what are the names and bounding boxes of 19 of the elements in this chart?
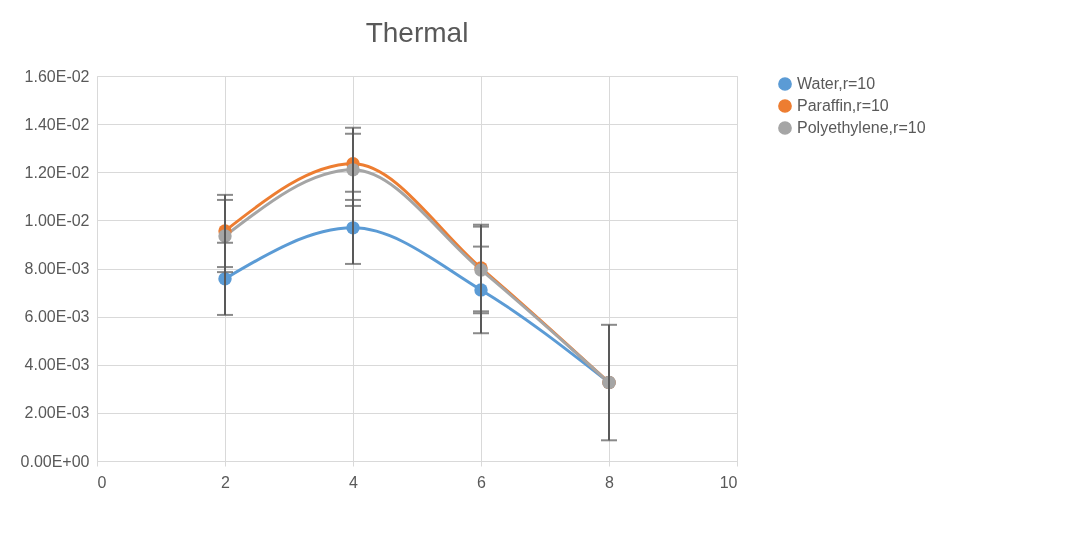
x-tick-label: 8 [605,473,615,491]
y-tick-label: 6.00E-03 [24,308,90,326]
x-tick-label: 2 [221,473,231,491]
y-tick-label: 2.00E-03 [24,404,90,422]
y-tick-label: 1.00E-02 [24,211,90,229]
legend-label: Polyethylene,r=10 [797,119,926,136]
legend-label: Water,r=10 [797,75,876,92]
y-tick-label: 8.00E-03 [24,260,90,277]
x-tick-label: 0 [97,473,107,491]
y-tick-label: 1.40E-02 [24,115,90,133]
x-tick-label: 4 [349,473,359,491]
legend-label: Paraffin,r=10 [797,97,889,114]
x-tick-label: 6 [477,473,487,491]
y-tick-label: 4.00E-03 [24,356,90,374]
chart-title: Thermal [365,17,469,48]
x-tick-label: 10 [719,473,738,491]
y-tick-label: 0.00E+00 [20,452,90,470]
y-tick-label: 1.20E-02 [24,163,90,181]
y-tick-label: 1.60E-02 [24,67,90,85]
